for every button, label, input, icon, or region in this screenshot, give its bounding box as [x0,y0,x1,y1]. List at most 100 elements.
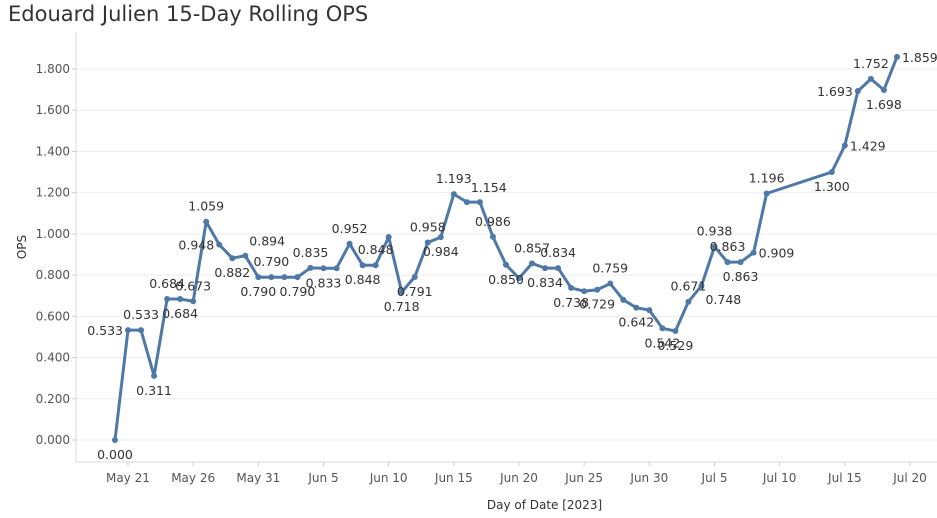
data-label: 0.673 [175,278,211,293]
data-point [841,142,848,149]
data-point [242,252,249,259]
data-label: 0.748 [705,292,741,307]
data-label: 0.533 [123,307,159,322]
chart-title: Edouard Julien 15-Day Rolling OPS [8,2,369,26]
data-label: 1.752 [853,56,889,71]
data-point [372,262,379,269]
data-point [568,284,575,291]
data-label: 0.311 [136,383,172,398]
data-label: 0.863 [723,269,759,284]
data-point [659,325,666,332]
data-point [385,233,392,240]
data-label: 0.863 [710,239,746,254]
data-point [685,298,692,305]
grid-lines [76,68,937,441]
x-axis-title: Day of Date [2023] [487,498,602,512]
data-point [594,286,601,293]
data-point [633,304,640,311]
data-point [463,199,470,206]
data-label: 0.834 [540,245,576,260]
data-point [854,88,861,95]
data-label: 0.533 [87,323,123,338]
data-point [476,199,483,206]
data-label: 0.958 [410,220,446,235]
data-point [672,327,679,334]
data-point [620,296,627,303]
data-label: 0.000 [97,447,133,462]
data-point [125,327,131,334]
data-label: 0.790 [280,284,316,299]
data-label: 0.848 [345,272,381,287]
y-tick-label: 1.600 [36,103,70,117]
data-point [489,233,496,240]
data-point [437,234,444,241]
data-point [893,53,900,60]
y-tick-label: 0.000 [36,433,70,447]
data-label: 0.529 [658,338,694,353]
data-label: 0.984 [423,244,459,259]
data-point [411,273,418,280]
data-point [646,307,653,314]
x-tick-label: May 21 [106,471,150,485]
data-label: 0.729 [579,297,615,312]
data-point [555,265,562,272]
data-point [750,249,757,256]
x-tick-label: Jun 15 [434,471,473,485]
data-point [711,243,718,250]
x-tick-label: Jul 15 [827,471,862,485]
data-label: 0.671 [671,279,707,294]
data-point [880,87,887,94]
data-point [164,296,171,303]
data-label: 0.790 [240,284,276,299]
data-label: 0.791 [397,284,433,299]
data-point [333,265,340,272]
x-axis: May 21 May 26 May 31 Jun 5 Jun 10 Jun 15 Jun 2… [76,461,937,485]
data-label: 0.938 [697,224,733,239]
x-tick-label: Jun 25 [564,471,603,485]
data-point [698,282,705,289]
y-tick-label: 1.200 [36,186,70,200]
data-point [229,255,236,262]
data-point [542,265,549,272]
y-axis-title: OPS [15,235,29,259]
data-point [151,372,158,379]
data-label: 1.429 [850,138,886,153]
data-label: 0.848 [358,242,394,257]
data-point [138,327,145,334]
data-point [190,298,197,305]
data-label: 0.986 [475,214,511,229]
data-label: 0.718 [384,299,420,314]
data-label: 0.857 [514,240,550,255]
data-label: 0.684 [162,306,198,321]
data-label: 0.684 [149,276,185,291]
data-point [255,274,262,281]
data-label: 1.059 [188,199,224,214]
y-tick-label: 1.800 [36,62,70,76]
data-label: 0.542 [644,335,680,350]
data-labels: 0.0000.5330.5330.3110.6840.6840.6731.059… [87,50,937,462]
x-tick-label: Jun 10 [369,471,408,485]
data-point [607,280,614,287]
x-tick-label: May 26 [171,471,215,485]
data-label: 0.834 [527,275,563,290]
data-label: 0.952 [332,221,368,236]
data-label: 1.300 [814,179,850,194]
data-point [294,274,301,281]
data-point [724,259,731,266]
x-tick-label: Jul 10 [762,471,797,485]
data-label: 0.882 [214,265,250,280]
y-tick-label: 1.000 [36,227,70,241]
data-point [359,262,366,269]
data-point [346,240,353,247]
data-label: 0.790 [253,254,289,269]
data-label: 1.154 [471,180,507,195]
y-tick-label: 1.400 [36,144,70,158]
data-point [320,265,327,272]
data-point [203,218,210,225]
data-point [177,296,184,303]
data-point [516,275,522,282]
data-label: 0.759 [592,261,628,276]
data-point [111,437,118,443]
ops-series [111,53,900,443]
